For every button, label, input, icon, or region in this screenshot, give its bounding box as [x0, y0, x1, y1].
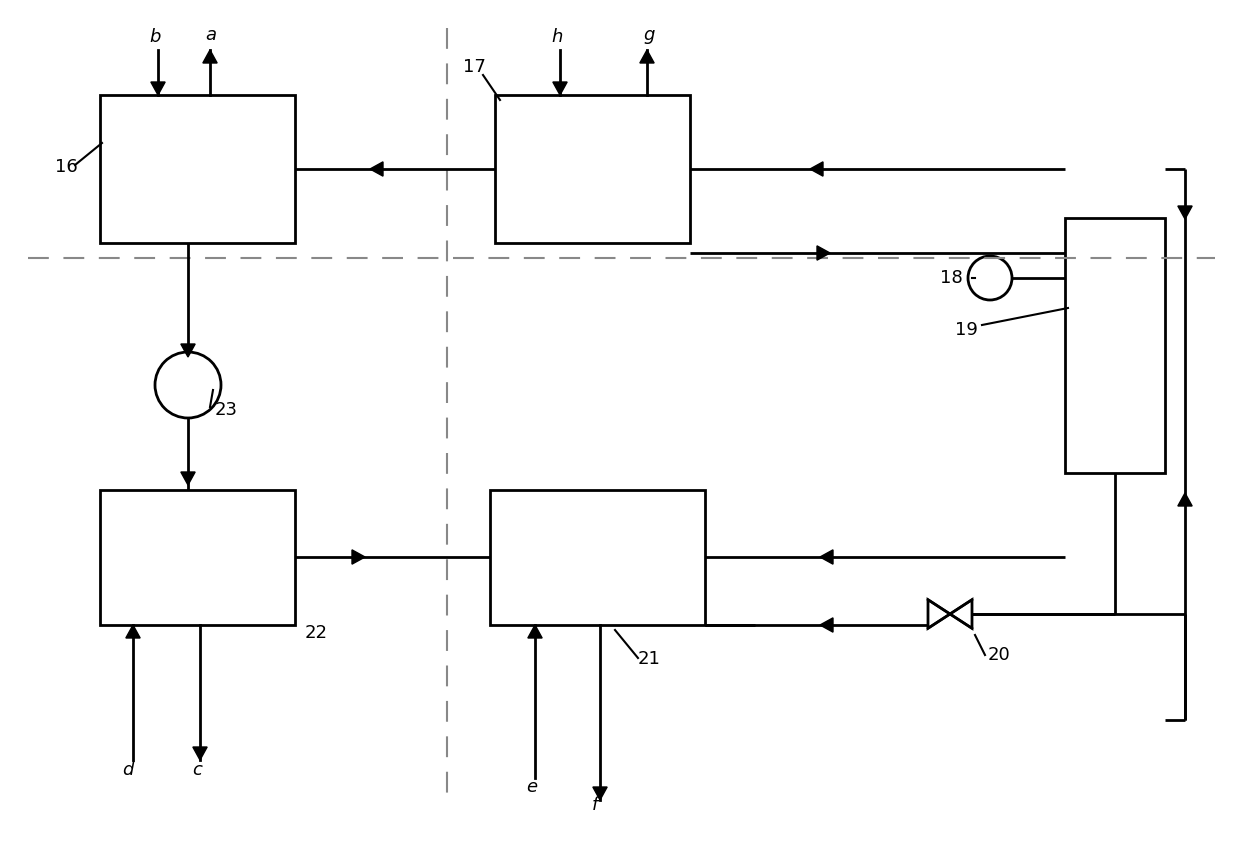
Text: a: a: [205, 26, 216, 44]
Text: 20: 20: [988, 646, 1011, 664]
Polygon shape: [640, 50, 655, 63]
Polygon shape: [593, 787, 608, 800]
Bar: [100, 490, 295, 625]
Text: c: c: [192, 761, 202, 779]
Text: g: g: [644, 26, 655, 44]
Polygon shape: [810, 162, 823, 176]
Polygon shape: [1178, 206, 1192, 219]
Polygon shape: [193, 747, 207, 760]
Polygon shape: [553, 82, 567, 95]
Polygon shape: [817, 246, 830, 260]
Text: e: e: [526, 778, 537, 796]
Polygon shape: [151, 82, 165, 95]
Bar: [1065, 218, 1166, 473]
Text: h: h: [551, 28, 563, 46]
Text: f: f: [591, 796, 599, 814]
Text: 16: 16: [55, 158, 78, 176]
Polygon shape: [820, 618, 833, 632]
Polygon shape: [352, 550, 365, 564]
Polygon shape: [181, 344, 195, 357]
Text: 18: 18: [940, 269, 962, 287]
Polygon shape: [820, 550, 833, 564]
Polygon shape: [203, 50, 217, 63]
Polygon shape: [370, 162, 383, 176]
Text: 17: 17: [463, 58, 486, 76]
Polygon shape: [125, 625, 140, 638]
Text: 22: 22: [305, 624, 329, 642]
Polygon shape: [528, 625, 542, 638]
Polygon shape: [181, 472, 195, 485]
Text: 23: 23: [215, 401, 238, 419]
Bar: [495, 95, 689, 243]
Text: d: d: [122, 761, 134, 779]
Text: 21: 21: [639, 650, 661, 668]
Bar: [490, 490, 706, 625]
Bar: [100, 95, 295, 243]
Polygon shape: [1178, 493, 1192, 506]
Text: 19: 19: [955, 321, 978, 339]
Text: b: b: [149, 28, 160, 46]
